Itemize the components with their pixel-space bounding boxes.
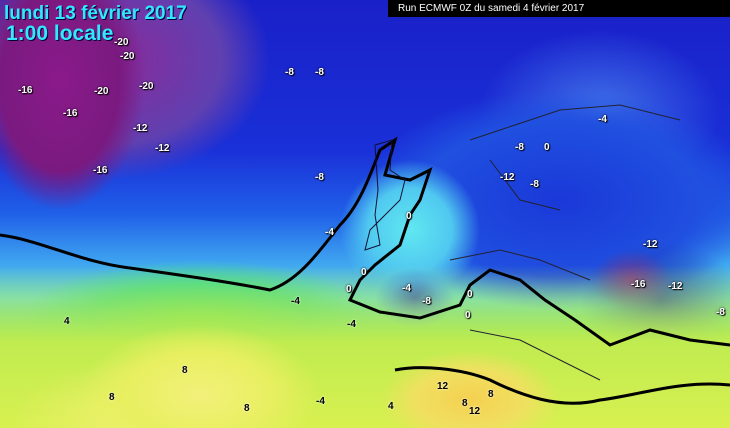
contour-label: -16 (631, 279, 646, 290)
contour-label: 0 (465, 310, 471, 321)
contour-label: -4 (598, 114, 607, 125)
coastline-europe (449, 104, 681, 381)
contour-label: -8 (422, 296, 431, 307)
contour-label: -12 (643, 239, 658, 250)
contour-label: -8 (285, 67, 294, 78)
contour-label: 0 (406, 211, 412, 222)
contour-label: -16 (93, 165, 108, 176)
forecast-time: 1:00 locale (6, 22, 114, 45)
coastline-british-isles (364, 139, 406, 251)
contour-label: -8 (515, 142, 524, 153)
contour-label: -4 (291, 296, 300, 307)
contour-label: -20 (114, 37, 129, 48)
contour-label: -4 (402, 283, 411, 294)
contour-label: -8 (530, 179, 539, 190)
contour-label: 12 (437, 381, 449, 392)
contour-label: 8 (488, 389, 494, 400)
contour-label: -12 (500, 172, 515, 183)
contour-label: -20 (139, 81, 154, 92)
contour-label: -16 (63, 108, 78, 119)
contour-label: -20 (94, 86, 109, 97)
contour-label: 0 (467, 289, 473, 300)
contour-label: -8 (315, 67, 324, 78)
contour-label: -16 (18, 85, 33, 96)
contour-label: 0 (544, 142, 550, 153)
contour-label: -20 (120, 51, 135, 62)
contour-label: 12 (469, 406, 481, 417)
contour-label: 8 (462, 398, 468, 409)
contour-label: -12 (133, 123, 148, 134)
contour-label: -4 (347, 319, 356, 330)
contour-label: -4 (325, 227, 334, 238)
model-run-info: Run ECMWF 0Z du samedi 4 février 2017 (388, 0, 730, 17)
contour-label: 8 (244, 403, 250, 414)
contour-label: 0 (346, 284, 352, 295)
contour-label: 4 (64, 316, 70, 327)
contour-label: -12 (155, 143, 170, 154)
contour-label: 8 (109, 392, 115, 403)
contour-label: -8 (315, 172, 324, 183)
contour-label: 4 (388, 401, 394, 412)
contour-label: -8 (716, 307, 725, 318)
zero-isotherm-south (394, 366, 730, 405)
zero-isotherm (0, 136, 730, 347)
contour-label: -12 (668, 281, 683, 292)
contour-label: 8 (182, 365, 188, 376)
contour-label: 0 (361, 267, 367, 278)
forecast-date: lundi 13 février 2017 (4, 3, 187, 24)
contour-label: -4 (316, 396, 325, 407)
